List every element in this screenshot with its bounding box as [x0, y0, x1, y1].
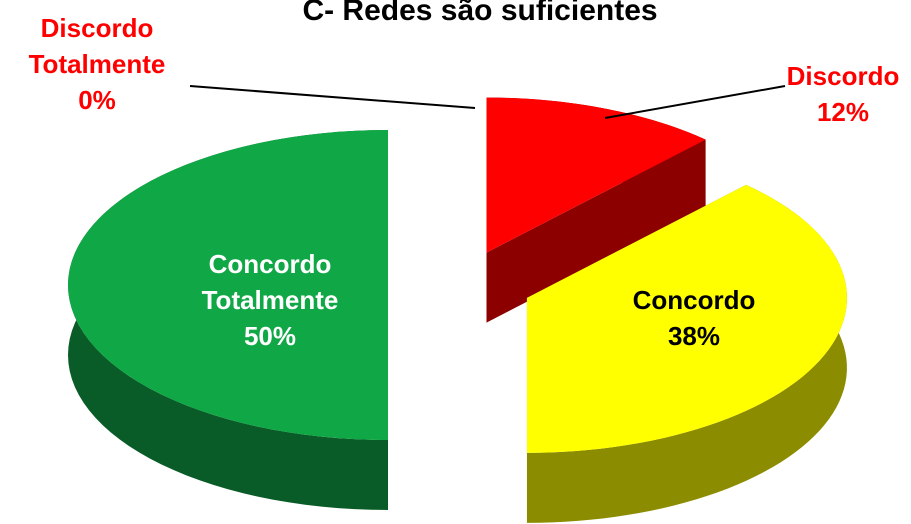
slice — [486, 97, 706, 253]
leader-line — [604, 85, 786, 119]
data-label: Concordo 38% — [604, 282, 784, 354]
label-name: Concordo — [632, 285, 756, 315]
label-value: 50% — [243, 321, 297, 351]
data-label: Discordo Totalmente 0% — [7, 10, 187, 118]
label-value: 12% — [816, 97, 870, 127]
label-name: Discordo — [786, 61, 900, 91]
data-label: Discordo 12% — [753, 58, 911, 130]
label-value: 0% — [78, 85, 116, 115]
data-label: Concordo Totalmente 50% — [180, 246, 360, 354]
slice-side — [526, 184, 847, 523]
label-name: Discordo Totalmente — [28, 13, 166, 79]
label-value: 38% — [667, 321, 721, 351]
slice — [526, 184, 847, 453]
leader-line — [189, 85, 476, 109]
chart-title: C- Redes são suficientes — [302, 0, 657, 27]
label-name: Concordo Totalmente — [201, 249, 339, 315]
slice — [68, 130, 388, 440]
